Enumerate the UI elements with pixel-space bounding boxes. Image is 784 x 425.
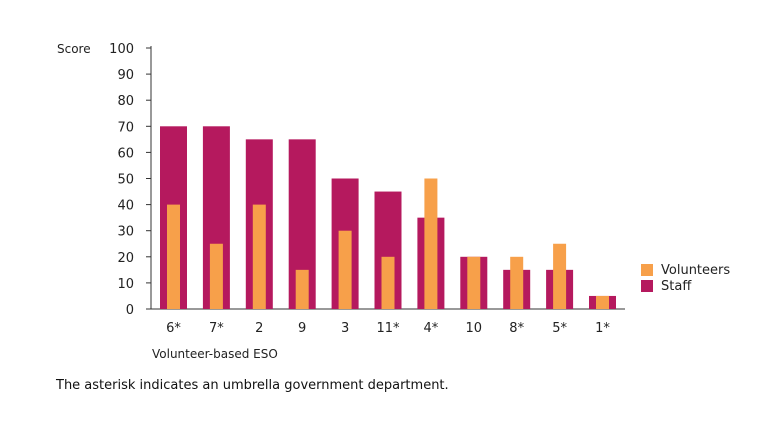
legend-item-staff: Staff xyxy=(641,278,730,294)
x-tick-label: 8* xyxy=(509,321,524,336)
x-tick-label: 10 xyxy=(466,321,483,336)
bar-volunteers-2 xyxy=(209,243,223,309)
x-axis-label: Volunteer-based ESO xyxy=(152,347,278,361)
x-tick-label: 4* xyxy=(424,321,439,336)
bar-volunteers-7 xyxy=(424,178,438,309)
x-tick-label: 1* xyxy=(595,321,610,336)
bar-volunteers-4 xyxy=(295,269,309,309)
y-tick-label: 70 xyxy=(117,120,134,135)
legend-label-volunteers: Volunteers xyxy=(661,262,731,278)
x-tick-label: 5* xyxy=(552,321,567,336)
y-tick-label: 20 xyxy=(117,251,134,266)
bar-volunteers-3 xyxy=(252,204,266,309)
bar-volunteers-9 xyxy=(510,256,524,309)
y-tick-label: 50 xyxy=(117,173,134,188)
y-tick-label: 80 xyxy=(117,94,134,109)
x-tick-label: 7* xyxy=(209,321,224,336)
footnote: The asterisk indicates an umbrella gover… xyxy=(56,378,449,393)
legend: Volunteers Staff xyxy=(641,262,730,294)
legend-swatch-volunteers xyxy=(641,264,653,276)
bar-volunteers-10 xyxy=(553,243,567,309)
x-tick-label: 2 xyxy=(255,321,263,336)
bar-volunteers-1 xyxy=(167,204,180,309)
bar-volunteers-11 xyxy=(596,295,609,309)
bar-volunteers-6 xyxy=(381,256,395,309)
y-tick-label: 100 xyxy=(109,42,134,57)
y-tick-label: 40 xyxy=(117,199,134,214)
y-axis-label: Score xyxy=(57,42,91,56)
bar-volunteers-8 xyxy=(467,256,481,309)
bar-volunteers-5 xyxy=(338,230,352,309)
x-tick-label: 6* xyxy=(166,321,181,336)
x-tick-label: 9 xyxy=(298,321,306,336)
y-tick-label: 0 xyxy=(126,303,134,318)
x-tick-label: 3 xyxy=(341,321,349,336)
legend-label-staff: Staff xyxy=(661,278,692,294)
x-tick-label: 11* xyxy=(376,321,400,336)
y-tick-label: 90 xyxy=(117,68,134,83)
legend-item-volunteers: Volunteers xyxy=(641,262,730,278)
legend-swatch-staff xyxy=(641,280,653,292)
y-tick-label: 10 xyxy=(117,277,134,292)
y-tick-label: 60 xyxy=(117,146,134,161)
y-tick-label: 30 xyxy=(117,225,134,240)
